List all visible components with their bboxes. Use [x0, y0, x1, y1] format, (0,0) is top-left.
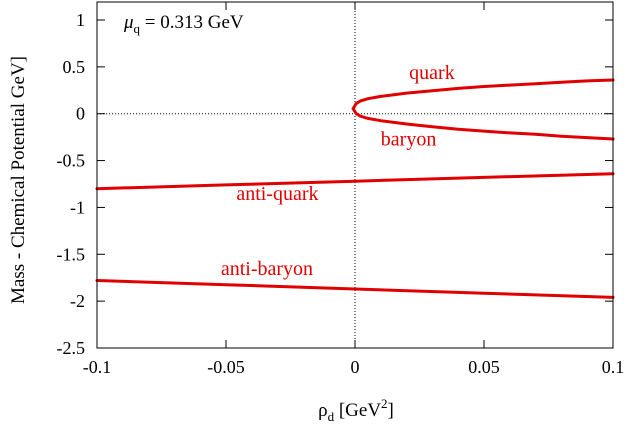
- x-tick-label: -0.1: [83, 357, 112, 377]
- series-anti-quark: [95, 172, 615, 191]
- series-lines: [95, 78, 615, 299]
- series-baryon: [351, 107, 615, 141]
- label-quark: quark: [409, 62, 455, 84]
- mu-annotation: μq = 0.313 GeV: [123, 12, 244, 36]
- y-axis-title: Mass - Chemical Potential GeV]: [8, 56, 29, 304]
- y-tick-label: -1: [70, 197, 85, 217]
- x-tick-label: 0.1: [602, 357, 625, 377]
- y-tick-label: 0.5: [63, 57, 86, 77]
- x-tick-label: 0.05: [468, 357, 500, 377]
- y-tick-label: -0.5: [57, 151, 86, 171]
- label-anti-baryon: anti-baryon: [221, 258, 313, 280]
- y-tick-label: 0: [76, 104, 85, 124]
- y-tick-label: -1.5: [57, 244, 86, 264]
- series-labels: quark baryon anti-quark anti-baryon: [221, 62, 455, 280]
- x-axis-title: ρd [GeV2]: [318, 396, 394, 424]
- x-tick-label: -0.05: [207, 357, 245, 377]
- y-tick-label: 1: [76, 10, 85, 30]
- label-baryon: baryon: [381, 129, 437, 151]
- series-quark: [351, 78, 615, 111]
- x-tick-label: 0: [351, 357, 360, 377]
- y-tick-label: -2.5: [57, 338, 86, 358]
- label-anti-quark: anti-quark: [236, 183, 318, 205]
- y-tick-label: -2: [70, 291, 85, 311]
- axis-ticks: 1 0.5 0 -0.5 -1 -1.5 -2 -2.5-0.1 -0.05 0 0.05 0.1: [57, 2, 625, 377]
- series-anti-baryon: [95, 279, 615, 299]
